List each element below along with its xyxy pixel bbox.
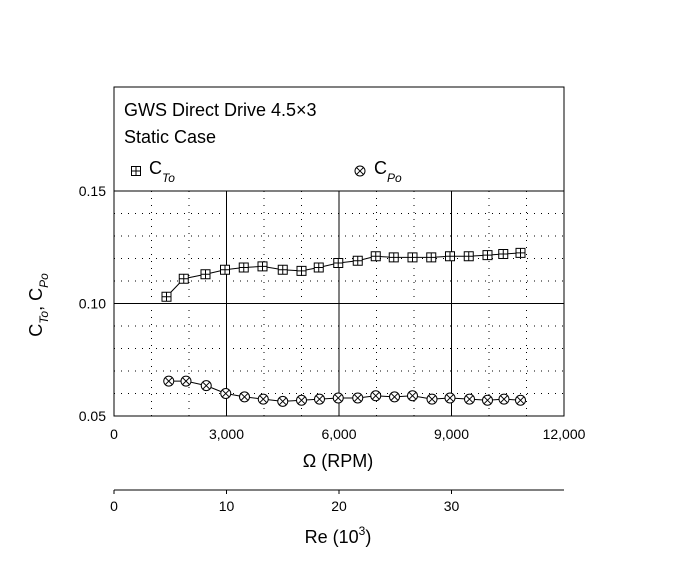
data-point-cto <box>482 250 493 261</box>
data-point-cpo <box>163 375 175 387</box>
x2-tick-label: 20 <box>331 498 347 514</box>
data-point-cpo <box>239 391 250 403</box>
data-point-cto <box>370 251 381 262</box>
marker-diag-b <box>465 395 474 403</box>
data-point-cpo <box>370 390 382 402</box>
data-point-cto <box>277 264 288 275</box>
data-point-cto <box>426 252 437 263</box>
data-point-cpo <box>332 392 344 404</box>
data-point-cpo <box>314 393 325 405</box>
series-layer <box>161 247 526 407</box>
data-point-cto <box>178 273 189 284</box>
data-point-cpo <box>277 395 289 407</box>
data-point-cto <box>498 249 509 259</box>
x-tick-label: 6,000 <box>321 426 356 442</box>
marker-diag-b <box>354 394 362 402</box>
y-tick-label: 0.10 <box>79 296 106 312</box>
marker-diag-b <box>408 392 417 400</box>
marker-diag-b <box>516 396 525 404</box>
data-point-cto <box>388 252 399 263</box>
legend-entry-cpo: CPo <box>354 158 402 185</box>
data-point-cpo <box>200 380 212 392</box>
data-point-cto <box>220 264 230 275</box>
marker-diag-b <box>202 382 210 390</box>
y-tick-label: 0.05 <box>79 408 106 424</box>
data-point-cpo <box>444 392 456 404</box>
marker-diag-b <box>500 395 508 403</box>
legend-marker-boxed-plus-icon <box>131 166 141 176</box>
legend-marker-shape <box>354 165 366 177</box>
data-point-cpo <box>296 394 307 406</box>
data-point-cpo <box>426 393 438 405</box>
x2-axis-title: Re (103) <box>305 524 372 547</box>
legend-entry-cto: CTo <box>131 158 175 185</box>
data-point-cpo <box>352 392 364 404</box>
legend-marker-shape <box>131 166 141 176</box>
data-point-cto <box>463 251 474 262</box>
marker-diag-b <box>240 393 249 401</box>
legend-label-cpo: CPo <box>374 158 402 185</box>
data-point-cpo <box>180 375 192 387</box>
y-axis-title: CTo, CPo <box>26 273 51 337</box>
axis-layer: 0.05 0.10 0.15 0 3,000 6,000 9,000 12,000 0 10 20 3… <box>79 86 586 514</box>
plot-frame <box>113 86 565 417</box>
marker-diag-b <box>356 167 364 175</box>
marker-diag-b <box>165 377 173 385</box>
data-point-cpo <box>498 393 510 405</box>
data-point-cto <box>257 261 268 272</box>
data-point-cto <box>296 265 307 276</box>
data-point-cpo <box>482 394 493 406</box>
data-point-cto <box>445 251 455 262</box>
data-point-cto <box>407 252 418 263</box>
data-point-cto <box>333 258 344 268</box>
marker-diag-b <box>483 396 492 404</box>
data-point-cpo <box>220 388 232 399</box>
chart-title: GWS Direct Drive 4.5×3 <box>124 100 317 120</box>
data-point-cpo <box>389 391 400 403</box>
chart-subtitle: Static Case <box>124 127 216 147</box>
marker-diag-b <box>372 392 380 400</box>
marker-diag-b <box>428 395 436 403</box>
marker-diag-b <box>315 395 324 403</box>
data-point-cto <box>161 291 172 302</box>
marker-diag-b <box>182 377 190 385</box>
marker-diag-b <box>446 394 454 402</box>
marker-diag-b <box>259 395 267 403</box>
data-point-cto <box>352 255 363 266</box>
x2-tick-label: 0 <box>110 498 118 514</box>
legend-marker-circled-x-icon <box>354 165 366 177</box>
data-point-cpo <box>464 393 475 405</box>
marker-diag-b <box>297 396 306 404</box>
x-tick-label: 0 <box>110 426 118 442</box>
data-point-cpo <box>407 390 418 402</box>
x-tick-label: 9,000 <box>434 426 469 442</box>
x2-tick-label: 10 <box>219 498 235 514</box>
data-point-cto <box>200 269 211 280</box>
x-tick-label: 3,000 <box>209 426 244 442</box>
data-point-cpo <box>257 393 269 405</box>
data-point-cto <box>515 247 526 258</box>
data-point-cto <box>313 262 324 273</box>
data-point-cpo <box>515 394 526 406</box>
legend-label-cto: CTo <box>149 158 175 185</box>
marker-diag-b <box>279 397 287 405</box>
marker-diag-b <box>390 393 399 401</box>
x-axis-title: Ω (RPM) <box>303 451 373 471</box>
x-tick-label: 12,000 <box>543 426 586 442</box>
marker-diag-b <box>334 394 342 402</box>
y-tick-label: 0.15 <box>79 183 106 199</box>
marker-diag-b <box>222 389 230 398</box>
x2-tick-label: 30 <box>444 498 460 514</box>
data-point-cto <box>238 262 249 273</box>
